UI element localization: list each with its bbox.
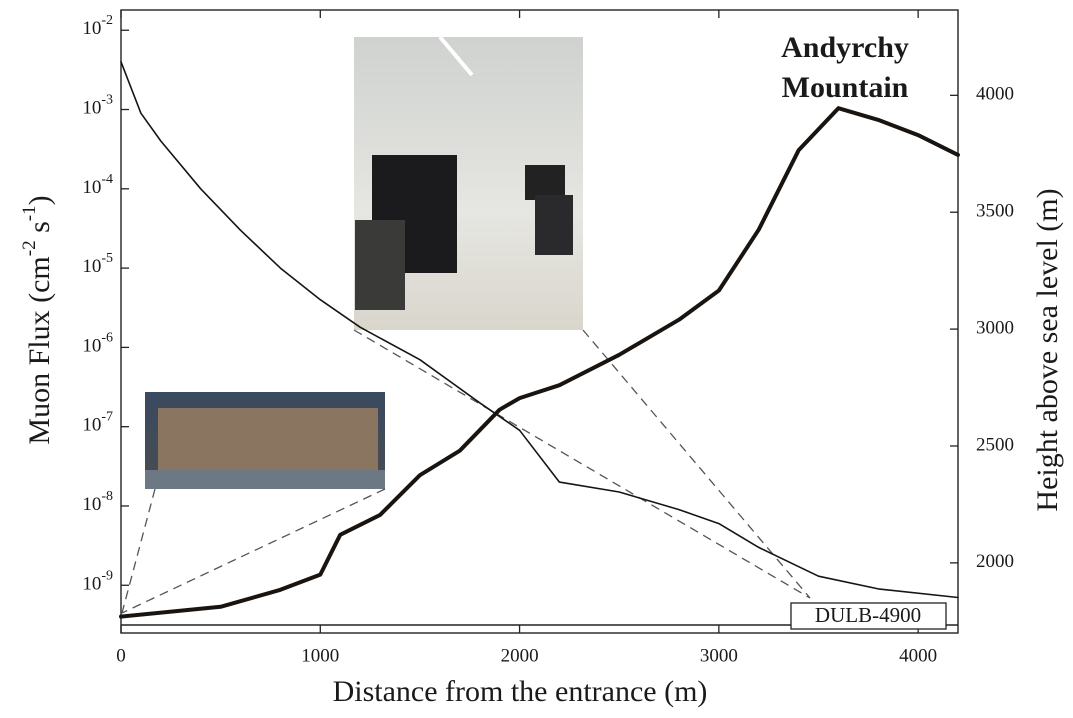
x-tick-label: 2000 <box>501 645 539 666</box>
y-tick-exponent: -7 <box>101 410 113 425</box>
y-tick-label: 10-9 <box>82 568 113 594</box>
y-tick-exponent: -8 <box>101 489 113 504</box>
y-tick-label: 10-3 <box>82 93 113 119</box>
y-axis-title-sup: -1 <box>19 205 40 221</box>
y2-tick-label: 3000 <box>976 317 1014 338</box>
y-axis-title-part: Muon Flux (cm <box>23 256 56 444</box>
x-tick-label: 0 <box>116 645 126 666</box>
y-tick-label: 10-6 <box>82 331 113 357</box>
y-tick-label: 10-5 <box>82 251 113 277</box>
y-tick-exponent: -4 <box>101 172 113 187</box>
y2-tick-label: 2000 <box>976 551 1014 572</box>
y-tick-base: 10 <box>82 574 101 595</box>
y-tick-base: 10 <box>82 98 101 119</box>
y-axis-title-sup: -2 <box>19 240 40 256</box>
y2-tick-label: 3500 <box>976 201 1014 222</box>
y-tick-base: 10 <box>82 415 101 436</box>
x-tick-label: 3000 <box>700 645 738 666</box>
y-tick-exponent: -3 <box>101 93 113 108</box>
y-tick-exponent: -9 <box>101 568 113 583</box>
y-tick-base: 10 <box>82 19 101 40</box>
y2-tick-label: 4000 <box>976 84 1014 105</box>
y2-tick-label: 2500 <box>976 434 1014 455</box>
annotation: Mountain <box>782 71 909 104</box>
y-tick-exponent: -5 <box>101 251 113 266</box>
y-axis-title-part: s <box>23 221 56 240</box>
building-photo <box>145 392 385 489</box>
y-tick-label: 10-4 <box>82 172 113 198</box>
y-axis-title-part: ) <box>23 195 56 205</box>
y-tick-label: 10-7 <box>82 410 113 436</box>
annotation: DULB-4900 <box>815 603 921 627</box>
y-axis-title: Muon Flux (cm-2 s-1) <box>19 195 56 444</box>
y-tick-exponent: -6 <box>101 331 113 346</box>
y-tick-label: 10-2 <box>82 13 113 39</box>
y-tick-base: 10 <box>82 336 101 357</box>
x-tick-label: 1000 <box>301 645 339 666</box>
y2-axis-title: Height above sea level (m) <box>1031 188 1064 511</box>
annotation: Andyrchy <box>781 31 909 64</box>
y-tick-label: 10-8 <box>82 489 113 515</box>
y-tick-base: 10 <box>82 177 101 198</box>
lab-photo <box>354 37 583 330</box>
y-tick-base: 10 <box>82 256 101 277</box>
x-axis-title: Distance from the entrance (m) <box>333 675 708 708</box>
y-tick-exponent: -2 <box>101 13 113 28</box>
chart: 0100020003000400010-210-310-410-510-610-… <box>0 0 1073 718</box>
x-tick-label: 4000 <box>899 645 937 666</box>
y-tick-base: 10 <box>82 494 101 515</box>
